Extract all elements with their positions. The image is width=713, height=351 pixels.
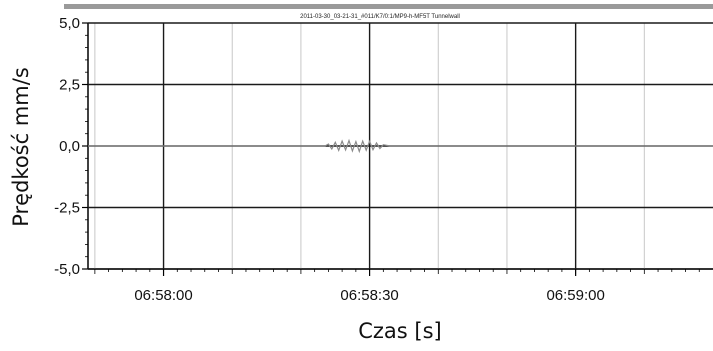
y-tick-label: -5,0: [54, 261, 80, 278]
series-line: [88, 138, 713, 154]
title-bar: [64, 4, 713, 9]
y-tick-label: 0,0: [59, 138, 80, 155]
series-layer: [88, 138, 713, 154]
y-axis-title: Prędkość mm/s: [9, 67, 33, 227]
x-tick-label: 06:58:00: [134, 287, 192, 304]
x-axis-title: Czas [s]: [358, 319, 442, 343]
y-tick-label: 2,5: [59, 77, 80, 94]
x-tick-label: 06:59:00: [546, 287, 604, 304]
chart-title: 2011-03-30_03-21-31_#011/K7/0:1/MP9-h-MF…: [300, 14, 460, 20]
tick-labels: 5,0 2,5 0,0 -2,5 -5,0 06:58:00 06:58:30 06:59:0…: [54, 15, 700, 304]
plot-frame: [64, 4, 713, 270]
x-tick-label: 06:58:30: [340, 287, 398, 304]
y-tick-label: -2,5: [54, 200, 80, 217]
y-tick-label: 5,0: [59, 15, 80, 32]
